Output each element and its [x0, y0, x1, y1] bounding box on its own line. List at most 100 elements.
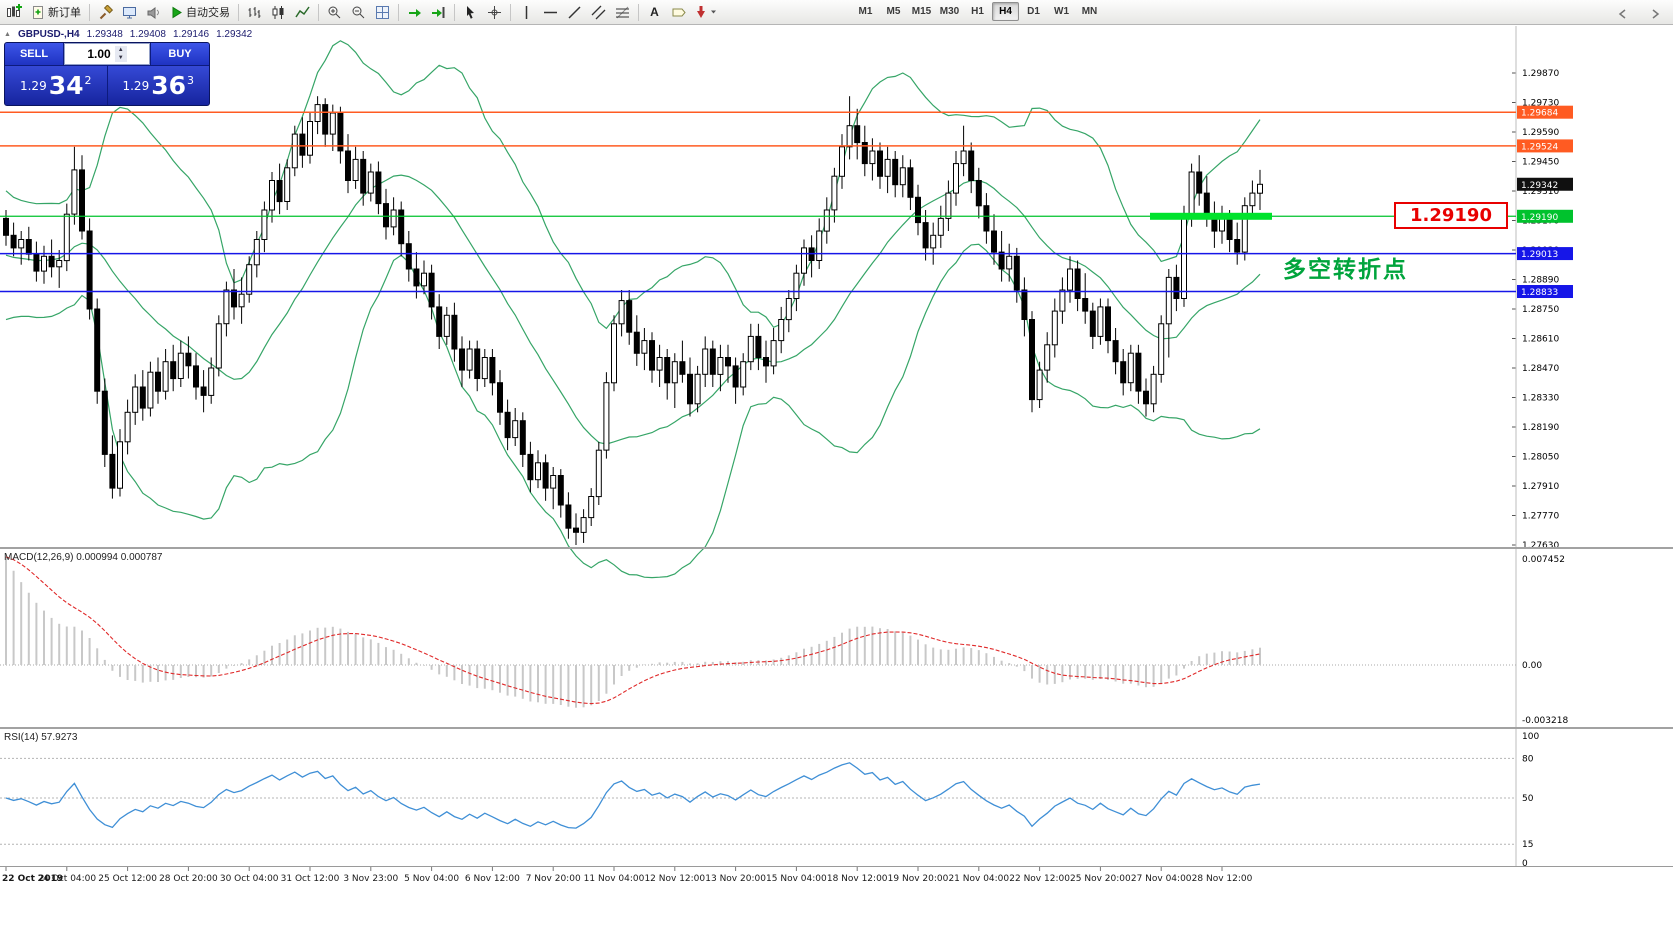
- buy-button[interactable]: BUY: [151, 43, 209, 65]
- toolbar-scroll-right-button[interactable]: [1644, 3, 1667, 24]
- auto-trading-play-icon: [172, 6, 182, 18]
- macd-label: MACD(12,26,9) 0.000994 0.000787: [4, 552, 163, 563]
- svg-text:1.29342: 1.29342: [1521, 181, 1558, 191]
- svg-text:28 Nov 12:00: 28 Nov 12:00: [1192, 874, 1253, 884]
- auto-scroll-icon: [409, 8, 421, 17]
- price-callout-box: 1.29190: [1394, 202, 1508, 229]
- toolbar-scroll-left-button[interactable]: [1611, 3, 1634, 24]
- label-icon: [672, 8, 686, 16]
- open-value: 1.29348: [86, 29, 123, 40]
- toolbar-right-group: [1611, 3, 1667, 24]
- toolbar-separator: [510, 3, 511, 21]
- buy-price-button[interactable]: 1.29 36 3: [107, 66, 209, 105]
- timeframe-button-m5[interactable]: M5: [880, 2, 907, 21]
- alerts-button[interactable]: [142, 2, 165, 23]
- timeframe-button-h1[interactable]: H1: [964, 2, 991, 21]
- horizontal-line-button[interactable]: [539, 2, 562, 23]
- toolbar-separator: [398, 3, 399, 21]
- trendline-button[interactable]: [563, 2, 586, 23]
- panel-divider[interactable]: [0, 546, 1673, 551]
- svg-text:1.28470: 1.28470: [1522, 364, 1559, 374]
- rsi-label: RSI(14) 57.9273: [4, 732, 78, 743]
- zoom-out-button[interactable]: [347, 2, 370, 23]
- svg-text:1.29450: 1.29450: [1522, 158, 1559, 168]
- equidistant-channel-button[interactable]: [587, 2, 610, 23]
- toolbar-separator: [238, 3, 239, 21]
- svg-text:7 Nov 20:00: 7 Nov 20:00: [526, 874, 581, 884]
- svg-text:1.27770: 1.27770: [1522, 512, 1559, 522]
- fibonacci-button[interactable]: [611, 2, 634, 23]
- svg-text:21 Nov 04:00: 21 Nov 04:00: [948, 874, 1009, 884]
- timeframe-button-h4[interactable]: H4: [992, 2, 1019, 21]
- svg-text:1.28330: 1.28330: [1522, 394, 1559, 404]
- toolbar-separator: [638, 3, 639, 21]
- cursor-button[interactable]: [459, 2, 482, 23]
- one-click-panel-toggle-icon[interactable]: ▲: [4, 31, 11, 38]
- line-chart-mode-button[interactable]: [291, 2, 314, 23]
- svg-text:1.29590: 1.29590: [1522, 128, 1559, 138]
- one-click-trade-panel: SELL 1.00 ▲ ▼ BUY 1.29 34 2 1.29 36 3: [4, 42, 210, 106]
- auto-scroll-button[interactable]: [403, 2, 426, 23]
- arrows-tool-button[interactable]: [691, 2, 721, 23]
- auto-trading-button[interactable]: 自动交易: [166, 2, 234, 23]
- arrow-shape-icon: [697, 6, 705, 18]
- svg-text:0: 0: [1522, 859, 1528, 869]
- hammer-icon: [99, 4, 113, 19]
- chevron-right-icon: [1652, 8, 1660, 19]
- zoom-in-icon: [328, 6, 341, 18]
- svg-text:1.28050: 1.28050: [1522, 453, 1559, 463]
- metaeditor-button[interactable]: [94, 2, 117, 23]
- new-order-button[interactable]: 新订单: [27, 2, 85, 23]
- bar-chart-mode-button[interactable]: [243, 2, 266, 23]
- lot-increase-button[interactable]: ▲: [114, 46, 127, 54]
- new-chart-button[interactable]: [2, 2, 26, 23]
- timeframe-button-m30[interactable]: M30: [936, 2, 963, 21]
- timeframe-button-m15[interactable]: M15: [908, 2, 935, 21]
- sell-price-base: 1.29: [19, 78, 47, 93]
- svg-text:80: 80: [1522, 754, 1534, 764]
- timeframe-button-w1[interactable]: W1: [1048, 2, 1075, 21]
- toolbar-separator: [454, 3, 455, 21]
- svg-text:0.007452: 0.007452: [1522, 555, 1565, 565]
- timeframe-button-d1[interactable]: D1: [1020, 2, 1047, 21]
- crosshair-button[interactable]: [483, 2, 506, 23]
- buy-price-pips: 36: [151, 71, 186, 100]
- vertical-line-button[interactable]: [515, 2, 538, 23]
- candlestick-mode-button[interactable]: [267, 2, 290, 23]
- svg-text:6 Nov 12:00: 6 Nov 12:00: [465, 874, 520, 884]
- chart-shift-button[interactable]: [427, 2, 450, 23]
- svg-text:-0.003218: -0.003218: [1522, 716, 1568, 726]
- svg-text:1.27630: 1.27630: [1522, 541, 1559, 551]
- zoom-in-button[interactable]: [323, 2, 346, 23]
- text-tool-button[interactable]: A: [643, 2, 666, 23]
- svg-text:1.29190: 1.29190: [1521, 213, 1558, 223]
- dropdown-caret-icon: [711, 10, 716, 14]
- sell-price-button[interactable]: 1.29 34 2: [5, 66, 107, 105]
- tile-windows-button[interactable]: [371, 2, 394, 23]
- timeframe-button-mn[interactable]: MN: [1076, 2, 1103, 21]
- panel-divider[interactable]: [0, 726, 1673, 731]
- svg-text:12 Nov 12:00: 12 Nov 12:00: [644, 874, 705, 884]
- timeframe-button-m1[interactable]: M1: [852, 2, 879, 21]
- svg-text:28 Oct 20:00: 28 Oct 20:00: [159, 874, 218, 884]
- sell-price-pips: 34: [48, 71, 84, 100]
- lot-size-field[interactable]: 1.00 ▲ ▼: [64, 43, 150, 65]
- svg-text:50: 50: [1522, 794, 1534, 804]
- line-chart-icon: [295, 6, 310, 17]
- new-order-icon: [33, 5, 43, 19]
- sell-button[interactable]: SELL: [5, 43, 63, 65]
- timeframe-group: M1 M5 M15 M30 H1 H4 D1 W1 MN: [852, 2, 1103, 21]
- text-label-button[interactable]: [667, 2, 690, 23]
- lot-decrease-button[interactable]: ▼: [114, 54, 127, 62]
- svg-text:25 Oct 12:00: 25 Oct 12:00: [98, 874, 157, 884]
- svg-text:1.27910: 1.27910: [1522, 482, 1559, 492]
- lot-size-value: 1.00: [87, 47, 111, 61]
- bar-chart-icon: [248, 6, 261, 18]
- data-window-button[interactable]: [118, 2, 141, 23]
- buy-price-frac: 3: [187, 74, 194, 87]
- svg-text:22 Oct 2019: 22 Oct 2019: [2, 874, 63, 884]
- high-value: 1.29408: [129, 29, 166, 40]
- svg-text:5 Nov 04:00: 5 Nov 04:00: [404, 874, 459, 884]
- close-value: 1.29342: [216, 29, 253, 40]
